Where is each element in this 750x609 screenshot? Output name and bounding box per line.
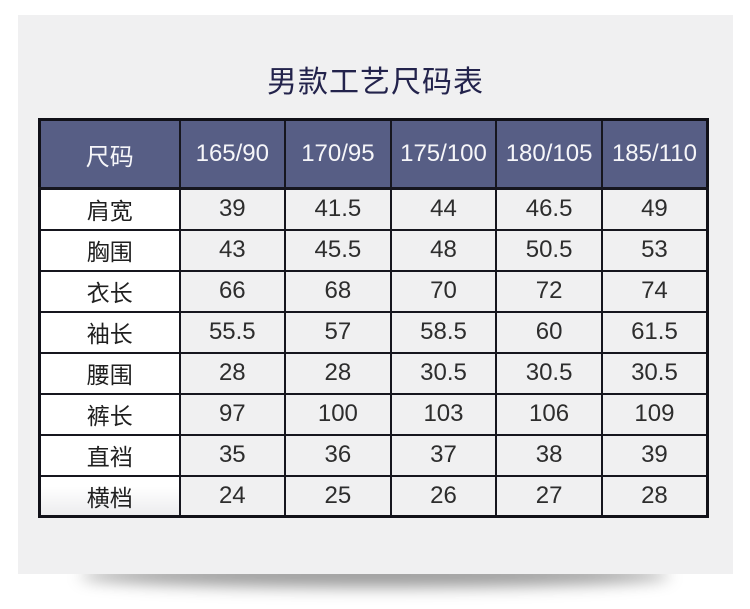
cell-value: 38 xyxy=(495,433,603,477)
table-row: 袖长 55.5 57 58.5 60 61.5 xyxy=(38,310,709,354)
cell-value: 39 xyxy=(178,187,287,231)
cell-value: 58.5 xyxy=(389,310,498,354)
row-label: 横档 xyxy=(38,474,181,518)
size-header: 185/110 xyxy=(600,118,709,190)
cell-value: 24 xyxy=(178,474,287,518)
cell-value: 55.5 xyxy=(178,310,287,354)
cell-value: 25 xyxy=(284,474,392,518)
cell-value: 41.5 xyxy=(284,187,392,231)
page-title: 男款工艺尺码表 xyxy=(267,66,484,99)
cell-value: 27 xyxy=(495,474,603,518)
row-label: 袖长 xyxy=(38,310,181,354)
row-label: 肩宽 xyxy=(38,187,181,231)
cell-value: 97 xyxy=(178,392,287,436)
cell-value: 57 xyxy=(284,310,392,354)
row-label: 直裆 xyxy=(38,433,181,477)
size-header: 180/105 xyxy=(495,118,603,190)
table-row: 裤长 97 100 103 106 109 xyxy=(38,392,709,436)
row-label: 衣长 xyxy=(38,269,181,313)
table-row: 胸围 43 45.5 48 50.5 53 xyxy=(38,228,709,272)
row-label: 腰围 xyxy=(38,351,181,395)
cell-value: 37 xyxy=(389,433,498,477)
cell-value: 103 xyxy=(389,392,498,436)
cell-value: 46.5 xyxy=(495,187,603,231)
cell-value: 28 xyxy=(178,351,287,395)
cell-value: 66 xyxy=(178,269,287,313)
row-label: 裤长 xyxy=(38,392,181,436)
size-chart-card: 男款工艺尺码表 尺码 165/90 170/95 175/100 180/105 185/… xyxy=(18,15,733,574)
table-row: 衣长 66 68 70 72 74 xyxy=(38,269,709,313)
cell-value: 30.5 xyxy=(495,351,603,395)
cell-value: 109 xyxy=(600,392,709,436)
cell-value: 28 xyxy=(600,474,709,518)
size-table: 尺码 165/90 170/95 175/100 180/105 185/110 肩宽 39… xyxy=(38,118,709,518)
cell-value: 28 xyxy=(284,351,392,395)
cell-value: 50.5 xyxy=(495,228,603,272)
cell-value: 61.5 xyxy=(600,310,709,354)
cell-value: 43 xyxy=(178,228,287,272)
cell-value: 72 xyxy=(495,269,603,313)
cell-value: 30.5 xyxy=(600,351,709,395)
cell-value: 35 xyxy=(178,433,287,477)
cell-value: 30.5 xyxy=(389,351,498,395)
table-row: 直裆 35 36 37 38 39 xyxy=(38,433,709,477)
cell-value: 100 xyxy=(284,392,392,436)
size-column-header: 尺码 xyxy=(38,118,181,190)
table-row: 横档 24 25 26 27 28 xyxy=(38,474,709,518)
size-table-head: 尺码 165/90 170/95 175/100 180/105 185/110 xyxy=(38,118,709,190)
cell-value: 60 xyxy=(495,310,603,354)
cell-value: 39 xyxy=(600,433,709,477)
header-row: 尺码 165/90 170/95 175/100 180/105 185/110 xyxy=(38,118,709,190)
size-header: 170/95 xyxy=(284,118,392,190)
cell-value: 26 xyxy=(389,474,498,518)
table-row: 腰围 28 28 30.5 30.5 30.5 xyxy=(38,351,709,395)
table-row: 肩宽 39 41.5 44 46.5 49 xyxy=(38,187,709,231)
cell-value: 36 xyxy=(284,433,392,477)
cell-value: 70 xyxy=(389,269,498,313)
size-table-body: 肩宽 39 41.5 44 46.5 49 胸围 43 45.5 48 50.5 53 衣长 66 68 70… xyxy=(38,187,709,518)
cell-value: 74 xyxy=(600,269,709,313)
cell-value: 48 xyxy=(389,228,498,272)
cell-value: 106 xyxy=(495,392,603,436)
size-header: 165/90 xyxy=(178,118,287,190)
row-label: 胸围 xyxy=(38,228,181,272)
cell-value: 68 xyxy=(284,269,392,313)
cell-value: 45.5 xyxy=(284,228,392,272)
cell-value: 49 xyxy=(600,187,709,231)
cell-value: 53 xyxy=(600,228,709,272)
size-header: 175/100 xyxy=(389,118,498,190)
cell-value: 44 xyxy=(389,187,498,231)
